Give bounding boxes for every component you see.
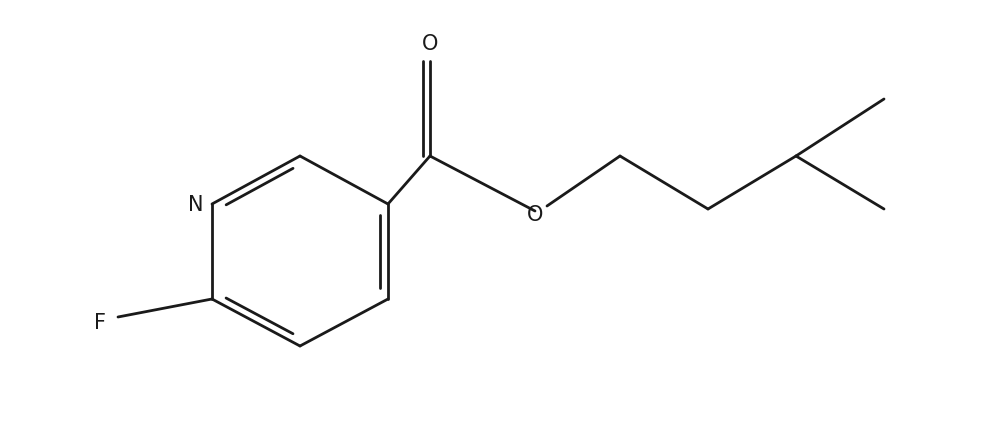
- Text: N: N: [189, 195, 204, 215]
- Text: O: O: [527, 204, 543, 225]
- Text: F: F: [94, 312, 106, 332]
- Text: O: O: [421, 34, 437, 54]
